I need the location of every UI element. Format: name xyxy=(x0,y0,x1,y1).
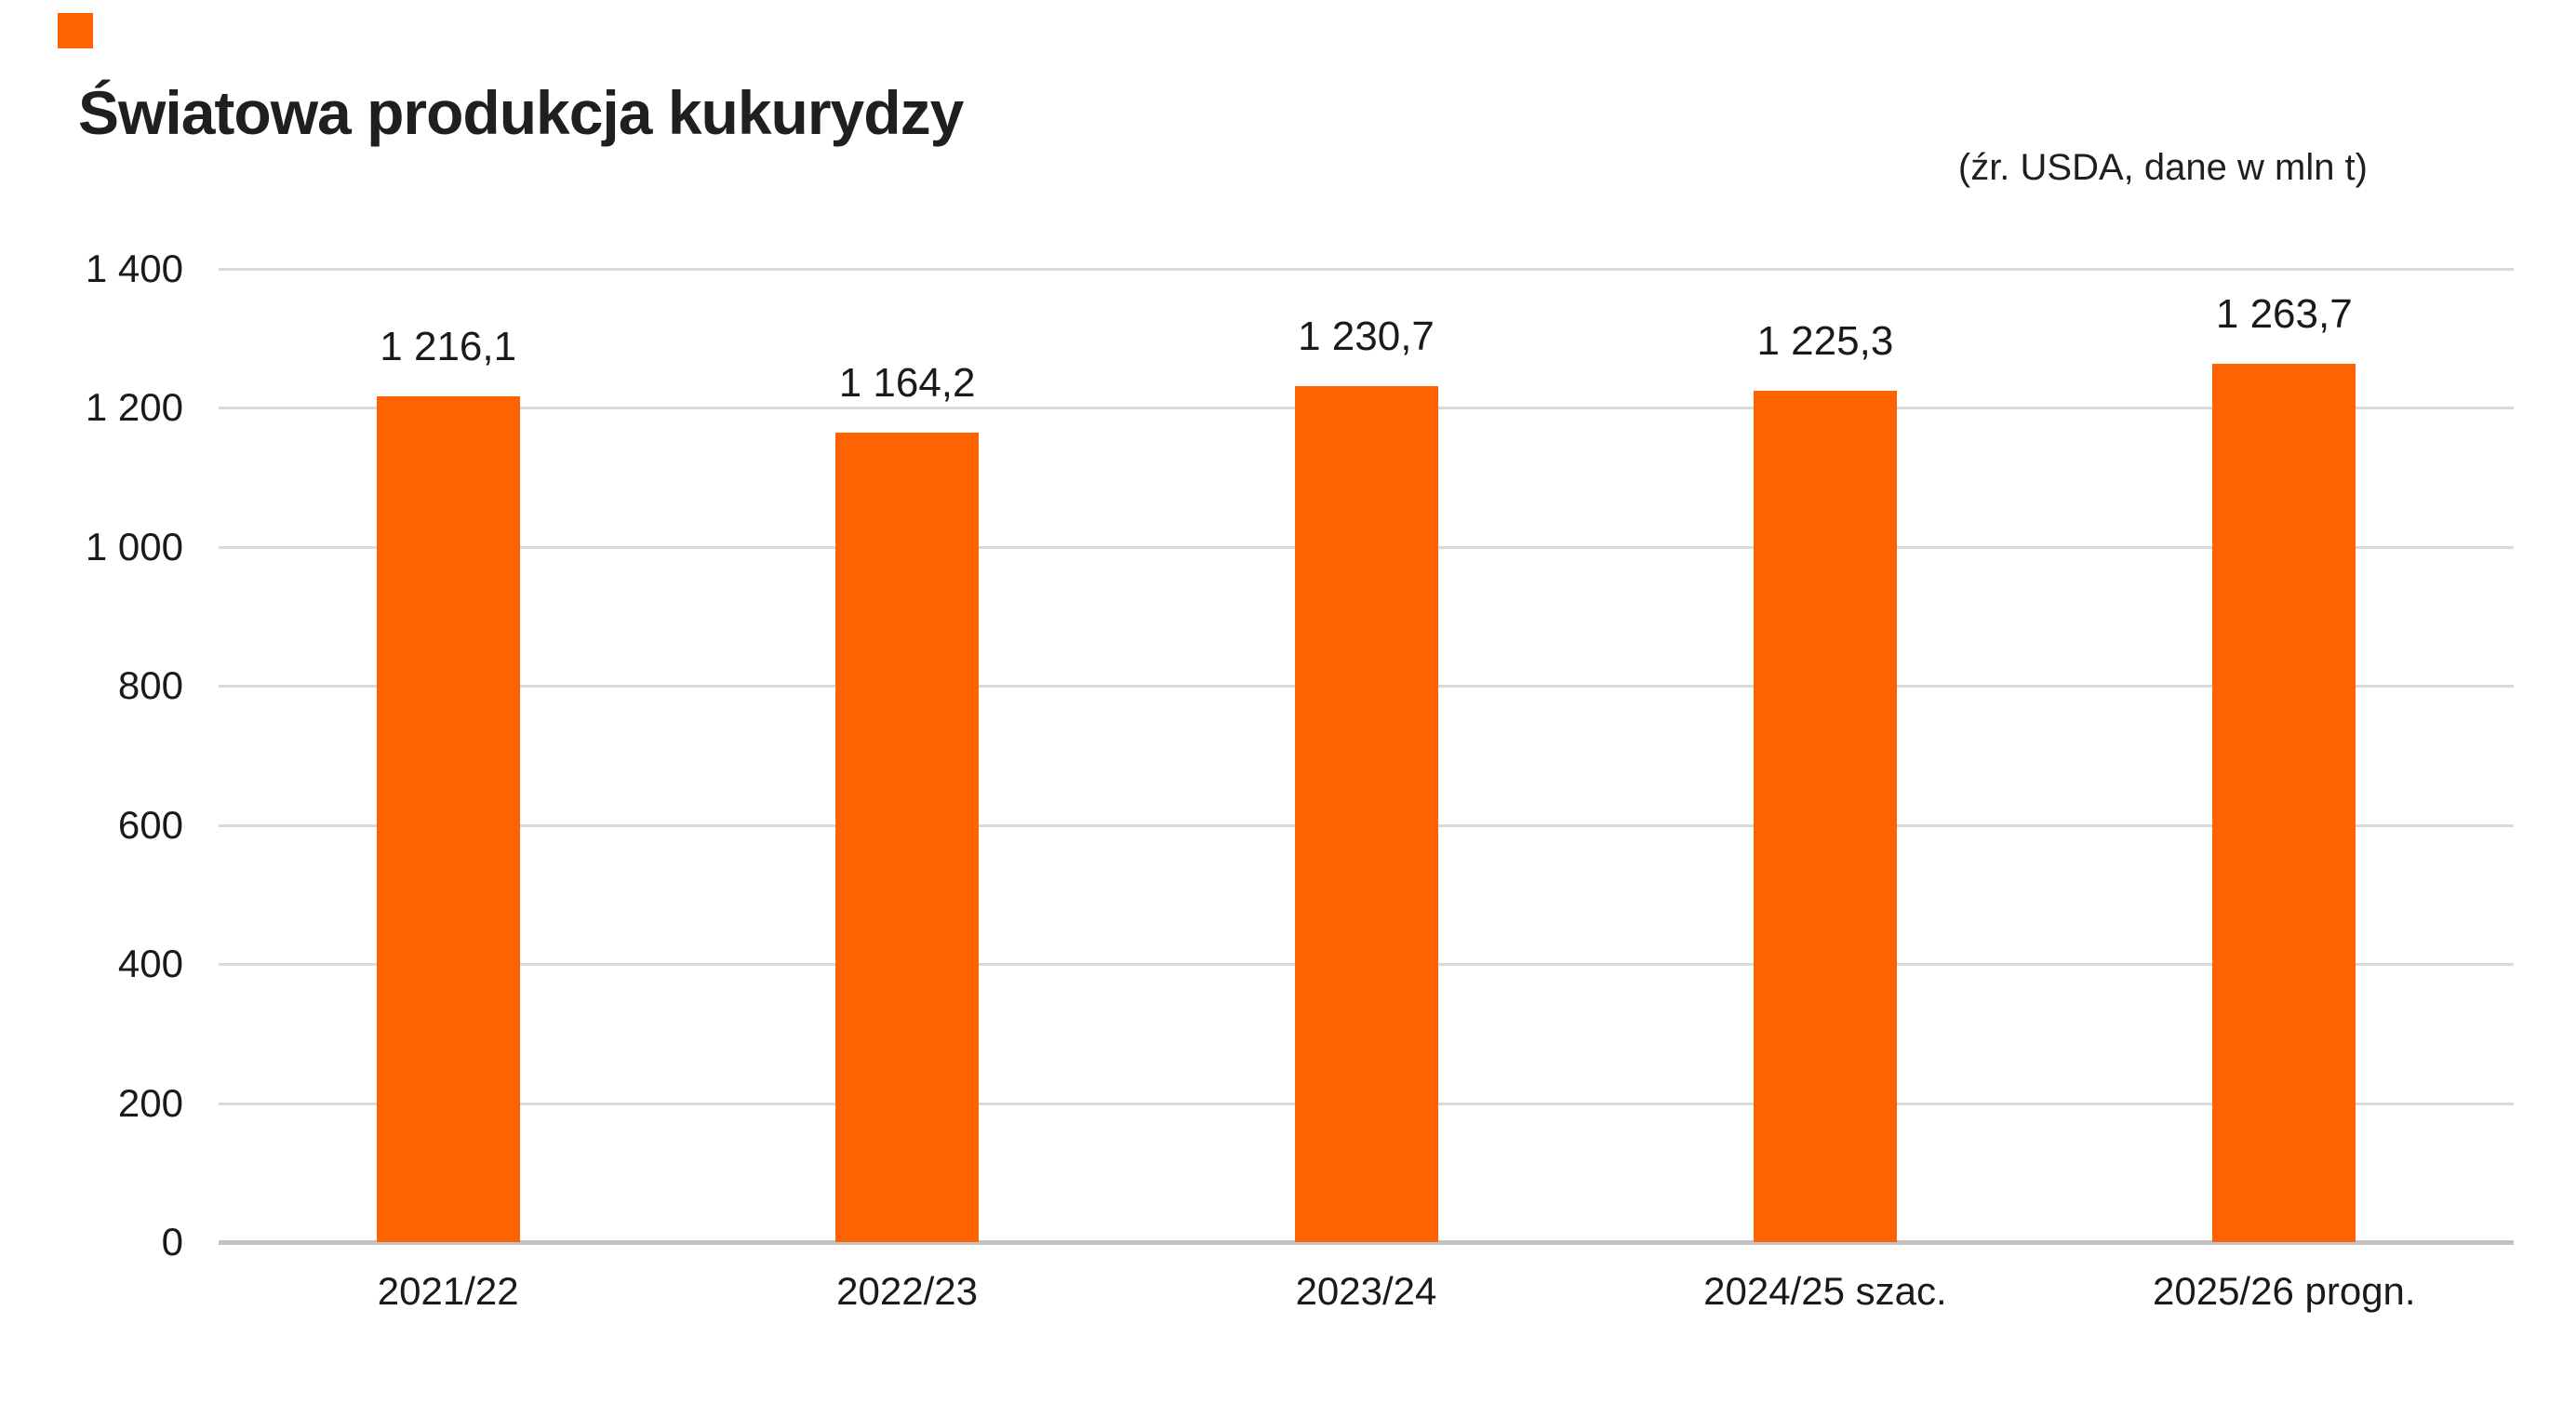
source-note: (źr. USDA, dane w mln t) xyxy=(1957,147,2368,188)
bar xyxy=(1294,386,1438,1242)
y-axis-tick-label: 600 xyxy=(117,802,183,847)
y-axis-tick-label: 800 xyxy=(117,663,183,708)
bar xyxy=(376,396,520,1242)
y-axis-tick-label: 400 xyxy=(117,942,183,986)
x-axis-category-label: 2023/24 xyxy=(1295,1269,1437,1313)
y-axis-tick-label: 200 xyxy=(117,1080,183,1125)
y-axis-tick-label: 1 400 xyxy=(85,247,183,290)
bar-value-label: 1 263,7 xyxy=(2215,290,2353,337)
bar-value-label: 1 164,2 xyxy=(838,360,976,407)
bar xyxy=(835,433,980,1242)
y-axis-tick-label: 1 200 xyxy=(85,385,183,430)
bar-value-label: 1 225,3 xyxy=(1756,317,1894,364)
bar-value-label: 1 230,7 xyxy=(1298,314,1435,360)
bar xyxy=(2212,363,2356,1242)
y-axis-tick-label: 0 xyxy=(161,1220,183,1264)
bar-value-label: 1 216,1 xyxy=(380,324,517,370)
bar xyxy=(1753,390,1897,1242)
x-axis-category-label: 2025/26 progn. xyxy=(2153,1269,2416,1313)
y-axis-tick-label: 1 000 xyxy=(85,524,183,568)
x-axis-category-label: 2022/23 xyxy=(836,1269,978,1313)
x-axis-category-label: 2021/22 xyxy=(377,1269,519,1313)
gridline xyxy=(219,268,2514,271)
chart-title: Światowa produkcja kukurydzy xyxy=(78,78,964,147)
x-axis-category-label: 2024/25 szac. xyxy=(1703,1269,1947,1313)
x-axis-baseline xyxy=(219,1240,2514,1245)
brand-mark-orange-square xyxy=(58,13,93,48)
